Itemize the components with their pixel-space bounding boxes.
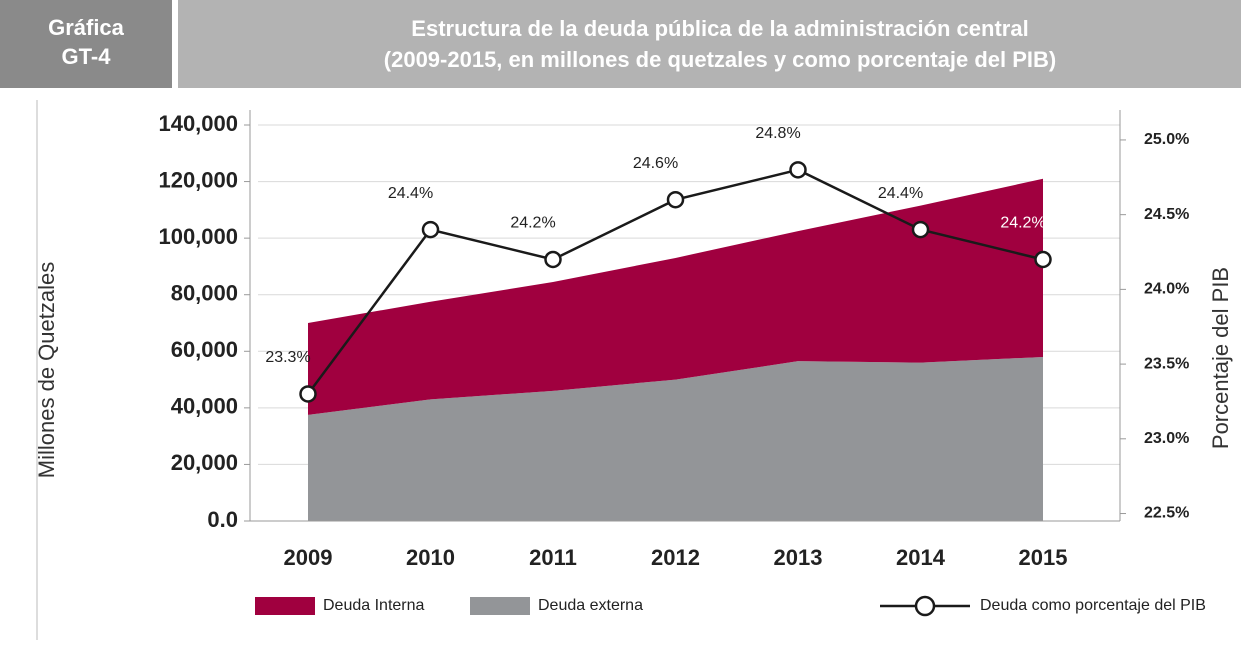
x-tick-label: 2012 <box>651 545 700 570</box>
y-axis-title: Millones de Quetzales <box>34 262 59 478</box>
chart-title: Estructura de la deuda pública de la adm… <box>411 16 1028 41</box>
point <box>911 220 930 239</box>
point <box>1034 250 1052 269</box>
y-tick-label: 80,000 <box>171 281 238 306</box>
label-box <box>0 0 172 88</box>
y-tick-label: 0.0 <box>207 507 238 532</box>
point <box>666 190 685 209</box>
y2-tick-label: 23.5% <box>1144 355 1189 372</box>
data-label: 24.2% <box>1000 215 1045 232</box>
y-tick-label: 140,000 <box>158 111 238 136</box>
y-tick-label: 40,000 <box>171 394 238 419</box>
legend-swatch <box>470 597 530 615</box>
data-label: 24.4% <box>878 185 923 202</box>
x-tick-label: 2015 <box>1019 545 1068 570</box>
legend-label: Deuda como porcentaje del PIB <box>980 597 1206 614</box>
data-label: 24.6% <box>633 155 678 172</box>
point <box>544 250 562 269</box>
point <box>299 385 317 403</box>
point <box>789 161 807 179</box>
legend-label: Deuda externa <box>538 597 643 614</box>
x-tick-label: 2011 <box>529 545 577 570</box>
area <box>308 178 1043 415</box>
y-tick-label: 120,000 <box>158 167 238 192</box>
figure-label: GT-4 <box>62 44 112 69</box>
y2-axis-title: Porcentaje del PIB <box>1208 267 1233 449</box>
x-tick-label: 2013 <box>774 545 823 570</box>
y2-tick-label: 24.5% <box>1144 206 1189 223</box>
x-tick-label: 2010 <box>406 545 455 570</box>
data-label: 24.8% <box>755 125 800 142</box>
x-tick-label: 2009 <box>284 545 333 570</box>
y2-tick-label: 24.0% <box>1144 281 1189 298</box>
legend-label: Deuda Interna <box>323 597 425 614</box>
legend-swatch <box>255 597 315 615</box>
y2-tick-label: 22.5% <box>1144 505 1189 522</box>
x-tick-label: 2014 <box>896 545 946 570</box>
figure-label: Gráfica <box>48 15 125 40</box>
chart-subtitle: (2009-2015, en millones de quetzales y c… <box>384 47 1056 72</box>
y2-tick-label: 23.0% <box>1144 430 1189 447</box>
data-label: 24.2% <box>510 215 555 232</box>
title-band <box>178 0 1241 88</box>
y-tick-label: 60,000 <box>171 337 238 362</box>
point <box>421 220 440 239</box>
y-tick-label: 100,000 <box>158 224 238 249</box>
legend-marker <box>914 595 936 617</box>
data-label: 24.4% <box>388 185 433 202</box>
y-tick-label: 20,000 <box>171 450 238 475</box>
area <box>308 356 1043 521</box>
data-label: 23.3% <box>265 349 310 366</box>
y2-tick-label: 25.0% <box>1144 131 1189 148</box>
